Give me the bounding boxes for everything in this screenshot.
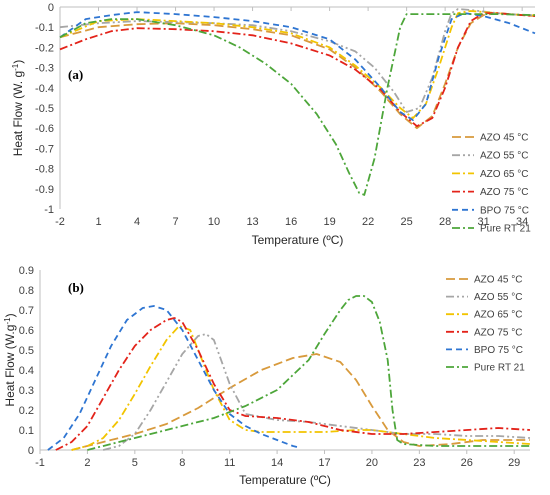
y-tick-label: 0.6 <box>19 325 34 337</box>
series-line-azo-65-c <box>71 325 531 451</box>
x-tick-label: 5 <box>132 457 138 469</box>
x-tick-label: 10 <box>208 216 220 228</box>
x-tick-label: 23 <box>413 457 425 469</box>
legend-entry: AZO 55 °C <box>480 151 528 162</box>
series-line-bpo-75-c <box>59 11 536 121</box>
x-tick-label: 16 <box>285 216 297 228</box>
series-line-azo-75-c <box>55 317 531 451</box>
x-tick-label: 7 <box>172 216 178 228</box>
y-tick-label: -0.3 <box>35 63 54 75</box>
y-tick-label: -0.1 <box>35 22 54 34</box>
x-tick-label: 2 <box>84 457 90 469</box>
y-tick-label: 0 <box>48 2 54 14</box>
y-tick-label: -1 <box>44 204 54 216</box>
y-tick-label: -0.2 <box>35 42 54 54</box>
x-tick-label: 8 <box>179 457 185 469</box>
legend-entry: BPO 75 °C <box>474 345 523 356</box>
x-axis-title: Temperature (ºC) <box>252 233 344 247</box>
y-tick-label: -0.6 <box>35 123 54 135</box>
legend-entry: AZO 65 °C <box>474 310 522 321</box>
y-axis-title: Heat Flow (W. g-1) <box>11 60 25 156</box>
x-axis-title: Temperature (ºC) <box>239 473 331 487</box>
x-tick-label: 14 <box>271 457 283 469</box>
x-tick-label: -1 <box>35 457 45 469</box>
y-tick-label: 0.5 <box>19 345 34 357</box>
x-tick-label: 34 <box>516 216 528 228</box>
x-tick-label: 25 <box>400 216 412 228</box>
x-tick-label: 19 <box>323 216 335 228</box>
legend-entry: Pure RT 21 <box>474 363 525 374</box>
x-tick-label: 20 <box>366 457 378 469</box>
x-tick-label: 4 <box>134 216 140 228</box>
x-tick-label: 13 <box>246 216 258 228</box>
panel-label: (b) <box>68 280 84 295</box>
y-tick-label: -0.7 <box>35 143 54 155</box>
x-tick-label: 22 <box>362 216 374 228</box>
y-tick-label: 0.7 <box>19 305 34 317</box>
y-tick-label: 0.4 <box>19 365 34 377</box>
x-tick-label: 26 <box>461 457 473 469</box>
x-tick-label: 11 <box>224 457 235 469</box>
y-tick-label: 0.9 <box>19 265 34 277</box>
series-line-azo-45-c <box>59 12 536 130</box>
series-line-pure-rt-21 <box>59 13 536 196</box>
y-tick-label: -0.9 <box>35 184 54 196</box>
x-tick-label: 1 <box>95 216 101 228</box>
legend-entry: AZO 45 °C <box>480 133 528 144</box>
x-tick-label: -2 <box>55 216 65 228</box>
y-tick-label: -0.8 <box>35 164 54 176</box>
legend-entry: AZO 75 °C <box>480 187 528 198</box>
series-line-bpo-75-c <box>47 305 302 451</box>
series-line-azo-45-c <box>71 353 530 451</box>
legend-entry: BPO 75 °C <box>480 205 529 216</box>
y-tick-label: 0 <box>28 445 34 457</box>
x-tick-label: 29 <box>508 457 520 469</box>
y-tick-label: 0.8 <box>19 285 34 297</box>
legend-entry: AZO 75 °C <box>474 327 522 338</box>
series-line-azo-75-c <box>59 12 536 128</box>
x-tick-label: 17 <box>318 457 330 469</box>
legend-entry: Pure RT 21 <box>480 224 531 235</box>
x-tick-label: 28 <box>439 216 451 228</box>
y-tick-label: 0.3 <box>19 385 34 397</box>
legend-entry: AZO 65 °C <box>480 169 528 180</box>
y-tick-label: 0.2 <box>19 405 34 417</box>
chart-panel-a: 0 -0.1 -0.2 -0.3 -0.4 -0.5 -0.6 -0.7 -0.8 -0.9 -1-… <box>11 2 536 247</box>
y-tick-label: -0.4 <box>35 83 54 95</box>
legend-entry: AZO 55 °C <box>474 292 522 303</box>
chart-panel-b: 0 0.1 0.2 0.3 0.4 0.5 0.6 0.7 0.8 0.9 -1 2 5 8 11 14 17 2… <box>3 265 531 487</box>
series-line-azo-65-c <box>59 10 535 119</box>
x-tick-label: 31 <box>478 216 490 228</box>
y-tick-label: -0.5 <box>35 103 54 115</box>
panel-label: (a) <box>68 67 83 82</box>
legend-entry: AZO 45 °C <box>474 275 522 286</box>
series-line-azo-55-c <box>102 333 531 451</box>
y-tick-label: 0.1 <box>19 425 34 437</box>
y-axis-title: Heat Flow (W.g-1) <box>3 313 17 406</box>
series-line-pure-rt-21 <box>87 295 530 451</box>
